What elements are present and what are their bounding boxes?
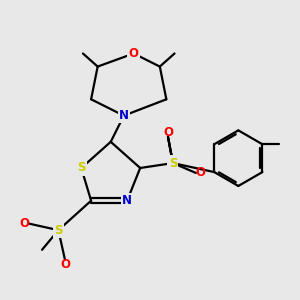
Text: O: O xyxy=(196,167,206,179)
Text: N: N xyxy=(119,109,129,122)
Text: S: S xyxy=(54,224,63,237)
Text: O: O xyxy=(19,217,29,230)
Text: S: S xyxy=(169,157,177,169)
Text: O: O xyxy=(163,125,173,139)
Text: N: N xyxy=(122,194,132,207)
Text: O: O xyxy=(129,47,139,60)
Text: S: S xyxy=(77,161,86,175)
Text: O: O xyxy=(60,258,70,271)
